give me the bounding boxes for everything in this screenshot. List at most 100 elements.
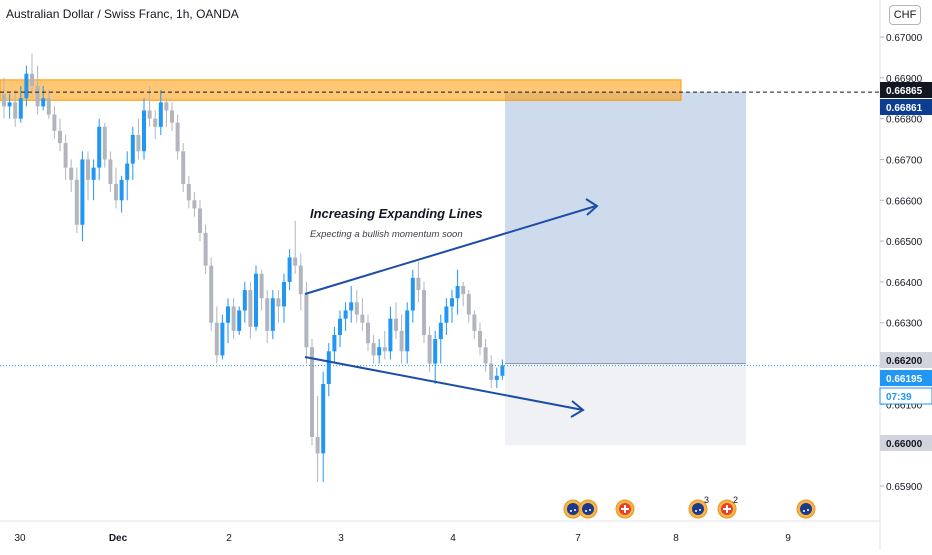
- candle[interactable]: [254, 265, 258, 331]
- candle[interactable]: [382, 330, 387, 360]
- candle[interactable]: [450, 290, 454, 323]
- candle[interactable]: [466, 290, 471, 323]
- flag-au-icon[interactable]: [578, 499, 598, 519]
- candle[interactable]: [237, 306, 242, 335]
- candle[interactable]: [455, 269, 460, 315]
- candle[interactable]: [472, 310, 477, 340]
- stop-zone[interactable]: [505, 363, 746, 446]
- upper-trendline[interactable]: [304, 205, 597, 295]
- candle[interactable]: [142, 98, 146, 160]
- candle[interactable]: [69, 159, 74, 193]
- lower-trendline[interactable]: [304, 356, 584, 411]
- candle[interactable]: [332, 326, 337, 364]
- candle[interactable]: [13, 90, 18, 127]
- candle[interactable]: [399, 314, 404, 364]
- candle[interactable]: [209, 257, 214, 331]
- candle[interactable]: [427, 326, 432, 372]
- flag-ch-icon[interactable]: [615, 499, 635, 519]
- candle[interactable]: [80, 151, 85, 242]
- flag-au-icon[interactable]: [563, 499, 583, 519]
- candle[interactable]: [354, 290, 359, 323]
- candle[interactable]: [343, 302, 348, 331]
- candle[interactable]: [489, 355, 494, 389]
- candle[interactable]: [321, 371, 326, 482]
- candle[interactable]: [102, 122, 107, 168]
- candle[interactable]: [30, 53, 34, 95]
- candle[interactable]: [287, 249, 292, 291]
- candle[interactable]: [478, 322, 482, 356]
- candle[interactable]: [35, 65, 40, 115]
- currency-button[interactable]: CHF: [889, 5, 921, 25]
- candle[interactable]: [410, 269, 415, 323]
- candle[interactable]: [293, 220, 298, 274]
- candle[interactable]: [220, 314, 225, 360]
- candle[interactable]: [186, 175, 191, 209]
- candle[interactable]: [192, 192, 197, 217]
- candle[interactable]: [310, 339, 314, 446]
- candle[interactable]: [7, 94, 12, 119]
- candle[interactable]: [170, 102, 174, 131]
- target-zone[interactable]: [505, 92, 746, 364]
- candle[interactable]: [315, 396, 320, 482]
- candle[interactable]: [164, 98, 169, 127]
- candle[interactable]: [270, 290, 275, 340]
- candle[interactable]: [259, 269, 264, 311]
- candle[interactable]: [2, 77, 6, 119]
- candle[interactable]: [119, 175, 124, 213]
- candle[interactable]: [461, 281, 466, 307]
- candle[interactable]: [226, 298, 230, 344]
- candle[interactable]: [114, 167, 118, 209]
- candle[interactable]: [366, 314, 370, 352]
- resistance-zone[interactable]: [0, 79, 682, 101]
- candle[interactable]: [231, 298, 236, 340]
- candle[interactable]: [58, 118, 62, 152]
- candle[interactable]: [438, 314, 443, 364]
- candle[interactable]: [349, 285, 354, 323]
- candle[interactable]: [153, 110, 158, 140]
- candle[interactable]: [203, 224, 208, 274]
- candle[interactable]: [326, 343, 331, 397]
- candle[interactable]: [360, 298, 365, 331]
- candle[interactable]: [298, 253, 303, 311]
- candle[interactable]: [494, 367, 499, 389]
- candle[interactable]: [405, 302, 410, 364]
- candle[interactable]: [136, 118, 141, 160]
- flag-au-icon[interactable]: 3: [688, 495, 709, 519]
- flag-au-icon[interactable]: [796, 499, 816, 519]
- candle[interactable]: [444, 298, 449, 335]
- candle[interactable]: [97, 118, 102, 180]
- candle[interactable]: [86, 151, 90, 201]
- candle[interactable]: [214, 306, 219, 364]
- candle[interactable]: [276, 290, 281, 323]
- candle[interactable]: [130, 126, 135, 180]
- candle[interactable]: [91, 159, 96, 201]
- candle[interactable]: [377, 339, 382, 364]
- candle[interactable]: [422, 281, 426, 344]
- candle[interactable]: [500, 359, 505, 380]
- candle[interactable]: [41, 85, 46, 111]
- candle[interactable]: [248, 281, 253, 340]
- candle[interactable]: [242, 281, 247, 323]
- candle[interactable]: [108, 151, 113, 193]
- candle[interactable]: [282, 273, 286, 323]
- candle[interactable]: [125, 151, 130, 201]
- candle[interactable]: [265, 290, 270, 344]
- candle[interactable]: [175, 114, 180, 160]
- flag-ch-icon[interactable]: 2: [717, 495, 738, 519]
- candle[interactable]: [304, 281, 309, 364]
- candle[interactable]: [147, 85, 152, 127]
- candle[interactable]: [63, 134, 68, 180]
- candle[interactable]: [52, 106, 57, 140]
- candle[interactable]: [198, 200, 202, 242]
- candle[interactable]: [181, 143, 186, 193]
- candle[interactable]: [416, 261, 421, 303]
- candle[interactable]: [394, 302, 398, 340]
- candle[interactable]: [46, 90, 51, 119]
- candle[interactable]: [483, 339, 488, 372]
- candle[interactable]: [18, 85, 23, 123]
- candle[interactable]: [371, 334, 376, 364]
- candle[interactable]: [74, 167, 79, 233]
- candle[interactable]: [24, 65, 29, 107]
